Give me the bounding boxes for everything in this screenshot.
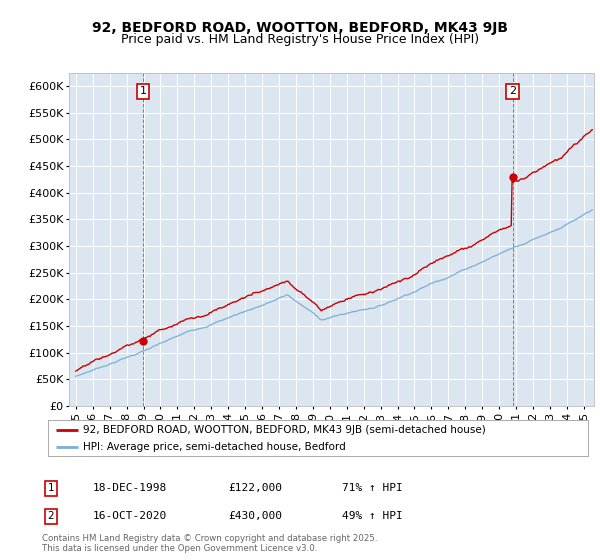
Text: Price paid vs. HM Land Registry's House Price Index (HPI): Price paid vs. HM Land Registry's House …: [121, 32, 479, 46]
Text: 92, BEDFORD ROAD, WOOTTON, BEDFORD, MK43 9JB: 92, BEDFORD ROAD, WOOTTON, BEDFORD, MK43…: [92, 21, 508, 35]
Text: 92, BEDFORD ROAD, WOOTTON, BEDFORD, MK43 9JB (semi-detached house): 92, BEDFORD ROAD, WOOTTON, BEDFORD, MK43…: [83, 425, 486, 435]
Text: 49% ↑ HPI: 49% ↑ HPI: [342, 511, 403, 521]
Text: 1: 1: [47, 483, 55, 493]
Text: 2: 2: [509, 86, 516, 96]
Text: £122,000: £122,000: [228, 483, 282, 493]
Text: £430,000: £430,000: [228, 511, 282, 521]
Text: HPI: Average price, semi-detached house, Bedford: HPI: Average price, semi-detached house,…: [83, 442, 346, 452]
Text: 2: 2: [47, 511, 55, 521]
Text: 71% ↑ HPI: 71% ↑ HPI: [342, 483, 403, 493]
Text: 16-OCT-2020: 16-OCT-2020: [93, 511, 167, 521]
Text: 1: 1: [139, 86, 146, 96]
Text: 18-DEC-1998: 18-DEC-1998: [93, 483, 167, 493]
Text: Contains HM Land Registry data © Crown copyright and database right 2025.
This d: Contains HM Land Registry data © Crown c…: [42, 534, 377, 553]
